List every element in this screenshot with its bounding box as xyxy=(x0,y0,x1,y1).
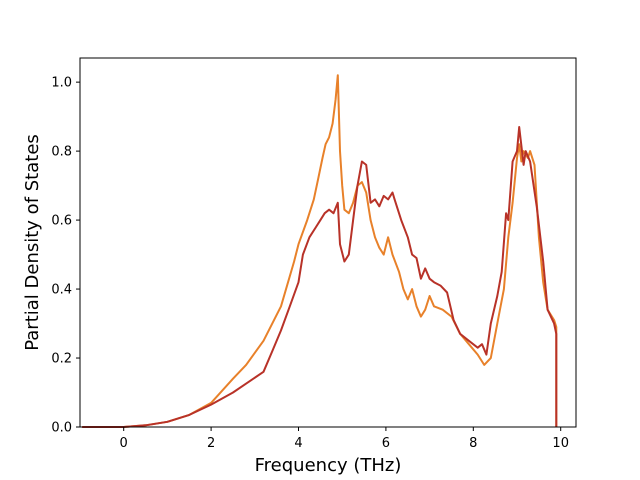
x-tick-label: 10 xyxy=(552,436,569,451)
series-lines xyxy=(82,74,558,428)
y-tick-label: 0.8 xyxy=(51,145,72,160)
x-tick-label: 4 xyxy=(294,436,302,451)
y-tick-label: 1.0 xyxy=(51,76,72,91)
y-tick-label: 0.6 xyxy=(51,214,72,229)
x-tick-label: 0 xyxy=(120,436,128,451)
series-line-1 xyxy=(82,74,558,428)
x-axis-label: Frequency (THz) xyxy=(255,455,402,476)
y-axis-label: Partial Density of States xyxy=(22,134,43,351)
y-axis-ticks: 0.0 0.2 0.4 0.6 0.8 1.0 xyxy=(51,76,80,436)
x-tick-label: 2 xyxy=(207,436,215,451)
x-axis-ticks: 0 2 4 6 8 10 xyxy=(120,427,569,451)
series-line-2 xyxy=(82,126,558,428)
plot-frame xyxy=(79,57,577,428)
x-tick-label: 6 xyxy=(382,436,390,451)
y-tick-label: 0.2 xyxy=(51,352,72,367)
y-tick-label: 0.0 xyxy=(51,421,72,436)
y-tick-label: 0.4 xyxy=(51,283,72,298)
x-tick-label: 8 xyxy=(469,436,477,451)
